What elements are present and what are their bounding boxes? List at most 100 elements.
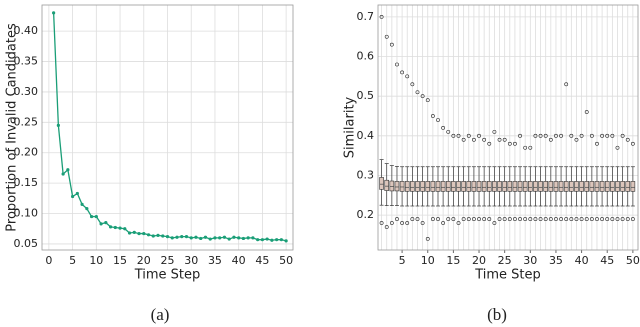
outlier <box>579 217 584 221</box>
outlier <box>451 133 456 138</box>
data-point <box>75 191 79 196</box>
y-tick-label: 0.7 <box>357 10 375 23</box>
outlier <box>405 74 410 79</box>
outlier <box>384 225 389 229</box>
caption: (b) <box>487 305 507 324</box>
outlier <box>554 217 558 221</box>
box <box>389 180 395 192</box>
data-point <box>156 233 160 238</box>
box <box>471 181 477 192</box>
outlier <box>410 82 415 87</box>
outlier <box>395 217 399 221</box>
outlier <box>513 141 517 146</box>
box <box>404 181 410 192</box>
outlier <box>425 236 430 241</box>
outlier <box>420 94 425 99</box>
data-point <box>194 235 198 239</box>
outlier <box>456 221 461 225</box>
data-point <box>279 238 283 242</box>
outlier <box>461 217 466 221</box>
data-point <box>218 236 222 240</box>
outlier <box>533 133 538 138</box>
outlier <box>595 141 599 146</box>
outlier <box>451 217 456 221</box>
box <box>394 181 400 192</box>
outlier <box>620 217 625 221</box>
data-point <box>180 235 184 239</box>
data-point <box>232 235 236 239</box>
box <box>517 181 523 192</box>
box <box>548 181 554 192</box>
x-tick-label: 35 <box>208 254 222 267</box>
box <box>589 181 595 192</box>
data-point <box>56 123 60 127</box>
outlier <box>543 217 548 221</box>
box <box>440 181 446 192</box>
box <box>466 181 472 192</box>
outlier <box>502 217 507 221</box>
outlier <box>415 217 420 221</box>
outlier <box>471 137 476 142</box>
x-tick-label: 10 <box>89 254 103 267</box>
box <box>599 181 605 192</box>
data-point <box>80 202 84 207</box>
box <box>420 181 425 192</box>
data-point <box>113 225 117 230</box>
data-point <box>241 236 246 241</box>
outlier <box>600 217 605 221</box>
outlier <box>610 217 615 221</box>
outlier <box>584 217 589 221</box>
outlier <box>441 221 446 225</box>
outlier <box>466 133 471 138</box>
box <box>594 181 600 192</box>
box <box>574 181 579 192</box>
data-point <box>256 238 260 242</box>
x-tick-label: 45 <box>600 254 614 267</box>
box <box>625 181 631 192</box>
data-point <box>146 233 151 237</box>
box <box>538 181 543 192</box>
y-axis-label: Similarity <box>343 96 358 158</box>
outlier <box>379 221 384 225</box>
outlier <box>600 133 605 138</box>
box <box>553 181 559 192</box>
box <box>569 181 574 192</box>
box <box>533 181 538 192</box>
data-point <box>251 236 255 240</box>
outlier <box>405 221 410 225</box>
x-tick-label: 20 <box>472 254 486 267</box>
box <box>461 181 466 192</box>
outlier <box>497 217 502 221</box>
outlier <box>533 217 538 221</box>
outlier <box>477 217 481 221</box>
outlier <box>441 125 446 130</box>
data-point <box>165 235 170 239</box>
box <box>497 181 502 192</box>
box <box>522 181 528 192</box>
y-tick-label: 0.10 <box>14 207 39 220</box>
box <box>604 181 610 192</box>
data-point <box>137 231 141 236</box>
outlier <box>395 62 399 67</box>
data-point <box>61 172 65 176</box>
x-tick-label: 25 <box>498 254 512 267</box>
data-point <box>132 230 136 234</box>
data-line <box>52 12 287 242</box>
y-tick-label: 0.2 <box>357 208 375 221</box>
outlier <box>507 141 512 146</box>
box <box>615 181 620 192</box>
x-tick-label: 20 <box>137 254 151 267</box>
outlier <box>456 133 461 138</box>
data-point <box>184 235 189 239</box>
outlier <box>589 217 594 221</box>
box <box>451 181 456 192</box>
data-point <box>151 234 155 238</box>
box <box>476 181 482 192</box>
outlier <box>559 133 563 138</box>
box <box>528 181 533 192</box>
plot-frame <box>377 4 639 251</box>
outlier <box>559 217 563 221</box>
data-point <box>52 11 56 15</box>
data-point <box>99 222 103 226</box>
